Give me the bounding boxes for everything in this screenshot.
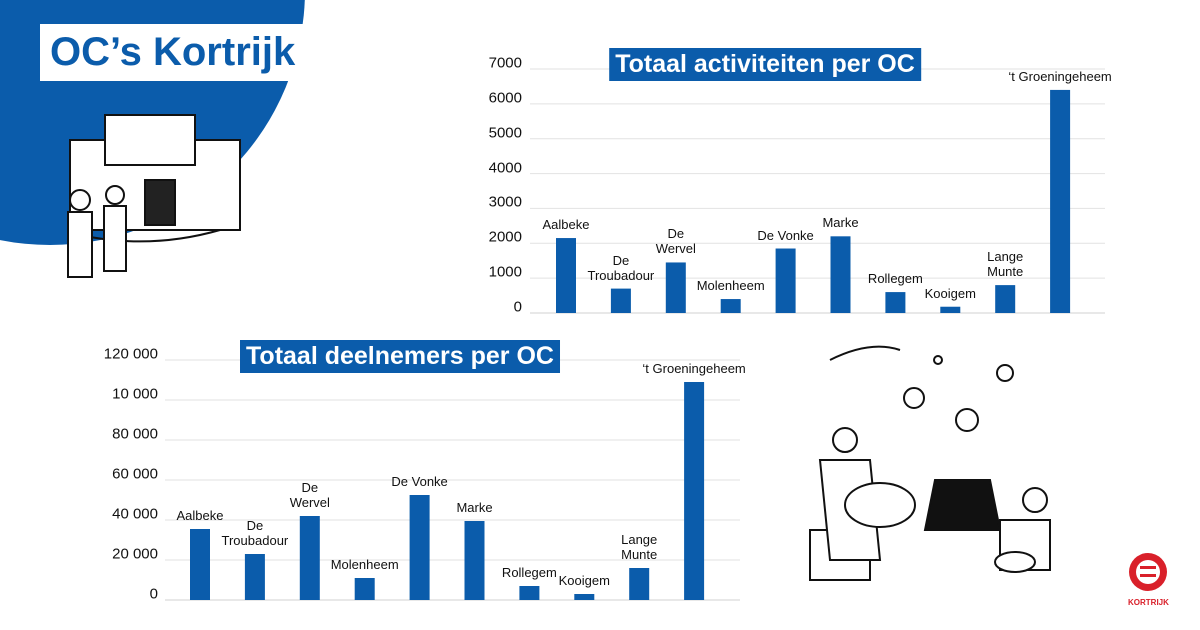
bar xyxy=(610,288,631,313)
y-tick-label: 6000 xyxy=(488,89,522,107)
bar xyxy=(556,238,576,313)
music-illustration xyxy=(809,345,1051,581)
bar xyxy=(354,578,375,600)
category-label: Aalbeke xyxy=(542,217,590,233)
bar xyxy=(464,521,485,600)
page-title: OC’s Kortrijk xyxy=(40,24,306,81)
category-label: De Troubadour xyxy=(587,252,655,283)
bar xyxy=(190,529,210,600)
y-tick-label: 3000 xyxy=(488,193,522,211)
category-label: Rollegem xyxy=(867,271,923,287)
y-tick-label: 2000 xyxy=(488,228,522,246)
category-label: ‘t Groeningeheem xyxy=(1008,68,1112,84)
bar xyxy=(720,299,741,313)
y-tick-label: 1000 xyxy=(488,263,522,281)
category-label: Molenheem xyxy=(696,278,765,294)
bar xyxy=(409,495,430,600)
category-label: Kooigem xyxy=(558,573,610,589)
category-label: De Wervel xyxy=(655,226,696,257)
y-tick-label: 5000 xyxy=(488,124,522,142)
y-tick-label: 120 000 xyxy=(103,345,158,363)
category-label: De Vonke xyxy=(757,227,814,243)
kortrijk-logo xyxy=(1129,553,1167,591)
building-illustration xyxy=(67,114,241,278)
y-tick-label: 10 000 xyxy=(112,385,158,403)
chart-title: Totaal activiteiten per OC xyxy=(609,48,921,81)
y-tick-label: 20 000 xyxy=(112,545,158,563)
category-label: Marke xyxy=(822,215,859,231)
category-label: De Vonke xyxy=(391,474,448,490)
y-tick-label: 0 xyxy=(513,298,522,316)
category-label: De Troubadour xyxy=(221,518,289,549)
category-label: ‘t Groeningeheem xyxy=(642,361,746,377)
bar xyxy=(775,248,796,313)
category-label: Rollegem xyxy=(501,565,557,581)
bar xyxy=(574,594,595,600)
bar xyxy=(684,382,705,600)
y-tick-label: 60 000 xyxy=(112,465,158,483)
bar xyxy=(244,554,265,600)
category-label: Marke xyxy=(456,500,493,516)
bar xyxy=(519,586,540,600)
bar xyxy=(995,285,1016,313)
category-label: Molenheem xyxy=(330,557,399,573)
bar xyxy=(629,568,650,600)
category-label: De Wervel xyxy=(289,480,330,511)
bar xyxy=(885,292,906,313)
category-label: Aalbeke xyxy=(176,508,224,524)
bar xyxy=(1050,89,1071,314)
bar xyxy=(299,516,320,600)
bar xyxy=(830,236,851,313)
chart-title: Totaal deelnemers per OC xyxy=(240,340,560,373)
logo-text: KORTRIJK xyxy=(1128,598,1169,607)
bar xyxy=(940,306,961,313)
y-tick-label: 80 000 xyxy=(112,425,158,443)
y-tick-label: 4000 xyxy=(488,159,522,177)
bar xyxy=(665,262,686,313)
y-tick-label: 40 000 xyxy=(112,505,158,523)
category-label: Kooigem xyxy=(924,285,976,301)
category-label: Lange Munte xyxy=(987,249,1024,280)
y-tick-label: 7000 xyxy=(488,54,522,72)
y-tick-label: 0 xyxy=(149,585,158,603)
category-label: Lange Munte xyxy=(621,532,658,563)
